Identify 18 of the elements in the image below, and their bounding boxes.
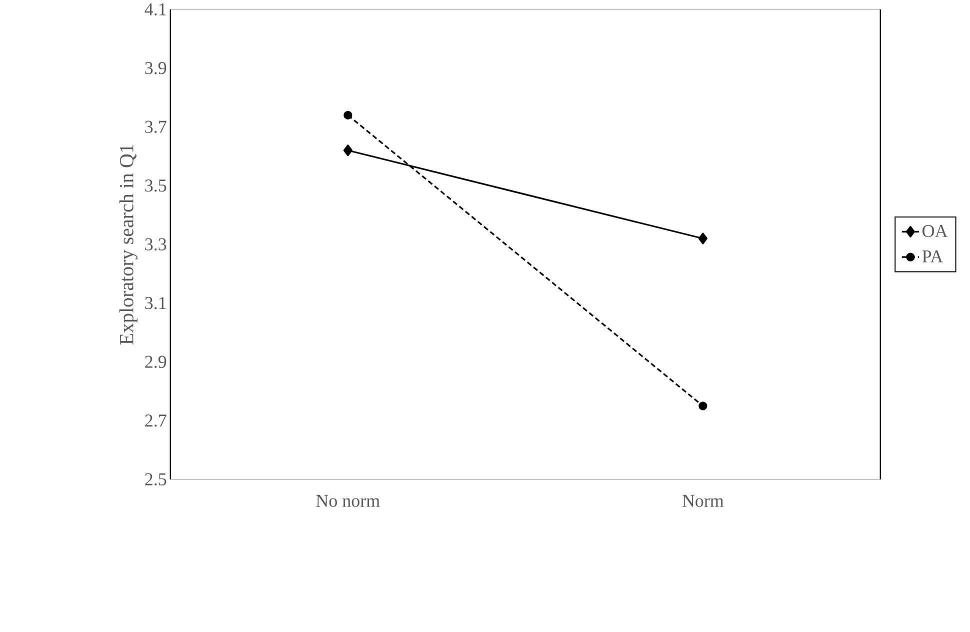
y-tick-label: 4.1 [144, 3, 166, 16]
y-tick-label: 2.5 [145, 473, 166, 486]
legend-label: OA [922, 224, 948, 238]
y-tick-label: 3.9 [145, 62, 166, 74]
point [698, 402, 708, 410]
x-tick-label: No norm [316, 494, 380, 507]
y-tick-label: 2.9 [145, 356, 166, 368]
y-axis-title: Exploratory search in Q1 [119, 144, 138, 345]
legend-label: PA [922, 250, 944, 262]
x-tick-label: Norm [682, 494, 724, 507]
y-tick-label: 3.5 [145, 179, 166, 192]
y-tick-label: 3.3 [145, 238, 166, 250]
point [343, 144, 352, 156]
point [344, 110, 352, 120]
y-tick-label: 3.1 [145, 296, 166, 310]
point [698, 232, 708, 244]
y-tick-label: 2.7 [145, 414, 166, 427]
y-tick-label: 3.7 [145, 120, 166, 133]
